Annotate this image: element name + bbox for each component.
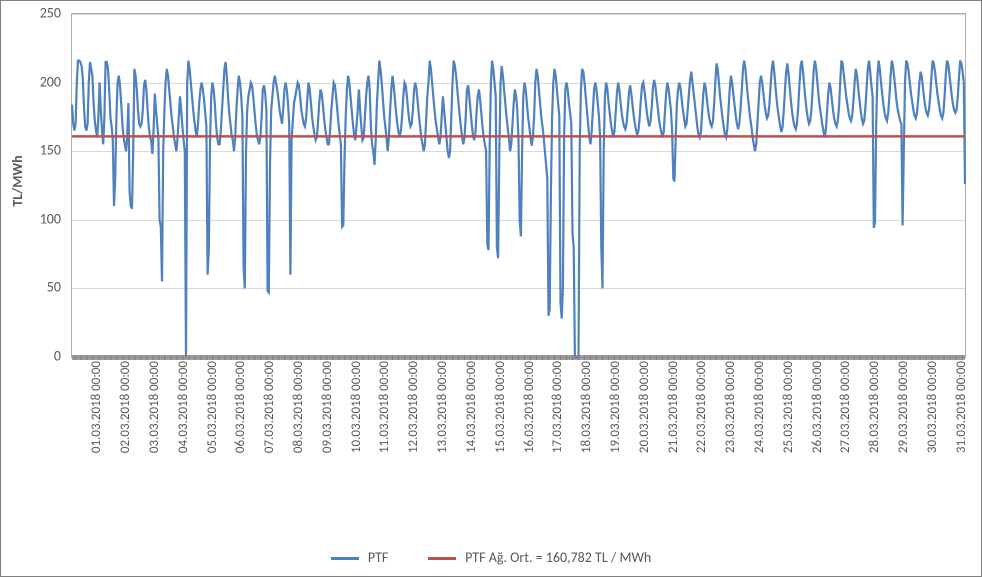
chart-svg [72, 14, 965, 357]
ptf-series-line [72, 61, 965, 357]
x-baseline-ticks [72, 355, 965, 359]
x-tick-labels: 01.03.2018 00:0002.03.2018 00:0003.03.20… [71, 361, 966, 531]
y-axis-label: TL/MWh [9, 155, 26, 206]
legend-item-ptf: PTF [331, 549, 389, 566]
legend-swatch-ptf [331, 557, 359, 560]
legend-label-mean: PTF Ağ. Ort. = 160,782 TL / MWh [465, 549, 651, 566]
legend-swatch-mean [428, 557, 456, 560]
legend-item-mean: PTF Ağ. Ort. = 160,782 TL / MWh [428, 549, 651, 566]
plot-area [71, 13, 966, 358]
legend-label-ptf: PTF [368, 549, 388, 566]
legend: PTF PTF Ağ. Ort. = 160,782 TL / MWh [1, 547, 981, 566]
chart-container: TL/MWh 050100150200250 01.03.2018 00:000… [0, 0, 982, 577]
